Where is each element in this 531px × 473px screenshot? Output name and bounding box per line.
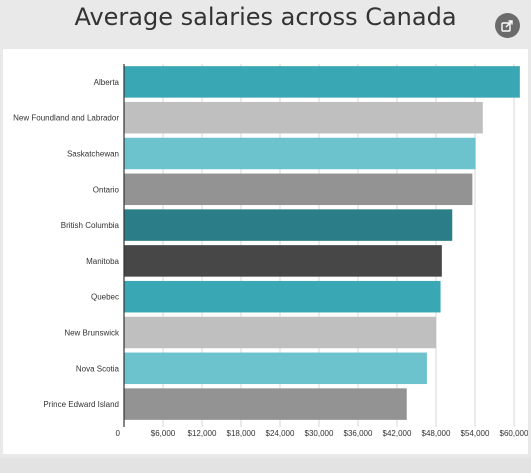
bar[interactable] xyxy=(124,101,483,134)
bar[interactable] xyxy=(124,245,442,277)
bar[interactable] xyxy=(124,66,520,98)
bar[interactable] xyxy=(124,316,436,349)
footer-strip xyxy=(0,458,531,473)
chart-panel: Alberta New Foundland and Labrador Saskatc… xyxy=(3,49,528,454)
x-tick-label: $42,000 xyxy=(383,429,412,438)
bar[interactable] xyxy=(124,173,473,206)
x-tick-label: $12,000 xyxy=(188,429,217,438)
x-tick-label: $48,000 xyxy=(422,429,451,438)
bar[interactable] xyxy=(124,352,427,385)
category-label: Quebec xyxy=(91,293,119,302)
x-tick-label: $24,000 xyxy=(266,429,295,438)
bar[interactable] xyxy=(124,137,476,170)
category-label: Alberta xyxy=(94,78,120,87)
share-icon xyxy=(501,20,513,32)
category-label: British Columbia xyxy=(61,221,120,230)
category-label: Nova Scotia xyxy=(76,364,120,373)
bar-chart: Alberta New Foundland and Labrador Saskatc… xyxy=(13,64,528,438)
chart-title: Average salaries across Canada xyxy=(74,3,457,31)
x-tick-label: $18,000 xyxy=(227,429,256,438)
category-label: Prince Edward Island xyxy=(43,400,119,409)
category-label: New Foundland and Labrador xyxy=(13,114,119,123)
x-tick-label: $54,000 xyxy=(461,429,490,438)
category-label: New Brunswick xyxy=(64,329,120,338)
bar[interactable] xyxy=(124,280,441,313)
x-tick-label: $30,000 xyxy=(305,429,334,438)
bar[interactable] xyxy=(124,209,453,241)
share-button[interactable] xyxy=(495,13,520,38)
category-label: Manitoba xyxy=(86,257,119,266)
category-label: Ontario xyxy=(93,185,120,194)
x-tick-label: 0 xyxy=(116,429,121,438)
x-tick-label: $6,000 xyxy=(151,429,176,438)
bar[interactable] xyxy=(124,388,407,420)
chart-header: Average salaries across Canada xyxy=(0,0,531,48)
x-tick-label: $60,000 xyxy=(500,429,528,438)
category-label: Saskatchewan xyxy=(67,150,119,159)
x-tick-label: $36,000 xyxy=(344,429,373,438)
